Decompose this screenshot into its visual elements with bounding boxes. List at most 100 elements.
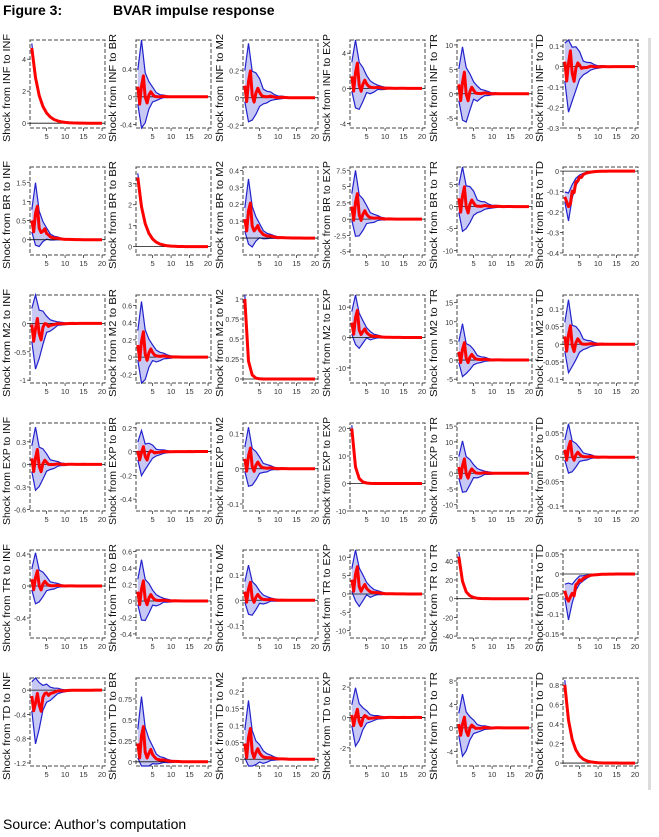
median-response-line <box>243 201 315 240</box>
y-tick-label: -0.3 <box>547 126 559 133</box>
x-tick-label: 5 <box>258 259 262 268</box>
panel-frame <box>349 166 426 256</box>
y-tick-label: -10 <box>336 366 346 373</box>
y-tick-label: -4 <box>447 749 453 756</box>
y-tick-label: 15 <box>445 301 453 308</box>
figure-header: Figure 3: BVAR impulse response <box>0 2 659 20</box>
irf-panel-inf-m2: -0.2 0 0.2 5 10 15 20 Shock from INF to M2 <box>215 34 319 142</box>
median-response-line <box>30 569 102 592</box>
y-tick-label: 0.8 <box>549 683 559 690</box>
panel-ylabel: Shock from INF to M2 <box>215 34 226 142</box>
y-tick-label: 0.5 <box>16 219 26 226</box>
x-tick-label: 5 <box>472 132 476 141</box>
x-tick-label: 15 <box>292 770 300 779</box>
y-tick-label: 1.5 <box>16 180 26 187</box>
y-tick-label: 0 <box>449 471 453 478</box>
y-tick-label: 0 <box>128 245 132 252</box>
y-tick-label: 0 <box>128 760 132 767</box>
y-tick-label: 0 <box>342 482 346 489</box>
y-tick-label: -0.1 <box>227 502 239 509</box>
panel-ylabel: Shock from INF to INF <box>2 34 13 142</box>
y-tick-label: 0 <box>449 92 453 99</box>
x-tick-label: 15 <box>185 515 193 524</box>
panel-frame <box>456 166 533 256</box>
credible-band <box>351 425 422 484</box>
panel-frame <box>135 422 212 512</box>
y-tick-label: 0.2 <box>229 202 239 209</box>
x-tick-label: 20 <box>631 132 639 141</box>
y-tick-label: 0 <box>342 217 346 224</box>
x-tick-label: 20 <box>204 132 212 141</box>
median-response-line <box>350 192 422 222</box>
y-tick-label: 0.2 <box>122 583 132 590</box>
x-tick-label: 5 <box>365 770 369 779</box>
median-response-line <box>350 308 422 339</box>
y-tick-label: 0 <box>235 96 239 103</box>
irf-panel-exp-inf: -0.6 -0.3 0 0.3 5 10 15 20 Shock from EXP to INF <box>2 417 106 525</box>
x-tick-label: 15 <box>185 387 193 396</box>
irf-panel-td-inf: -1.2 -0.8 -0.4 0 5 10 15 20 Shock from TD to INF <box>2 672 106 780</box>
irf-panel-exp-m2: -0.1 0 0.1 5 10 15 20 Shock from EXP to M2 <box>215 417 319 525</box>
upper-bound-line <box>244 294 315 380</box>
x-tick-label: 15 <box>185 132 193 141</box>
irf-panel-inf-br: -0.4 0 0.4 5 10 15 20 Shock from INF to BR <box>108 34 212 142</box>
y-tick-label: 5 <box>449 183 453 190</box>
x-tick-label: 20 <box>525 770 533 779</box>
x-tick-label: 20 <box>418 132 426 141</box>
x-tick-label: 10 <box>167 132 175 141</box>
irf-panel-tr-m2: -0.1 0 0.1 5 10 15 20 Shock from TR to M2 <box>215 544 319 652</box>
y-tick-label: 0 <box>235 598 239 605</box>
x-tick-label: 15 <box>79 259 87 268</box>
y-tick-label: 5 <box>342 185 346 192</box>
y-tick-label: 0 <box>128 599 132 606</box>
irf-panel-inf-td: -0.3 -0.2 -0.1 0 0.1 5 10 15 20 Shock from INF to… <box>535 34 639 142</box>
panel-ylabel: Shock from TD to M2 <box>215 672 226 780</box>
irf-panel-inf-inf: 0 2 4 5 10 15 20 Shock from INF to INF <box>2 34 106 142</box>
credible-band <box>564 299 635 373</box>
y-tick-label: 0 <box>342 592 346 599</box>
upper-bound-line <box>137 173 208 248</box>
y-tick-label: -0.15 <box>543 632 559 639</box>
irf-panel-exp-br: -0.4 -0.2 0 0.2 5 10 15 20 Shock from EXP to BR <box>108 417 212 525</box>
x-tick-label: 5 <box>578 770 582 779</box>
x-tick-label: 5 <box>45 642 49 651</box>
y-tick-label: 0.4 <box>122 321 132 328</box>
panel-ylabel: Shock from BR to M2 <box>215 161 226 269</box>
x-tick-label: 20 <box>525 642 533 651</box>
y-tick-label: 5 <box>342 574 346 581</box>
y-tick-label: 0.75 <box>225 317 239 324</box>
x-tick-label: 5 <box>45 387 49 396</box>
x-tick-label: 10 <box>488 642 496 651</box>
y-tick-label: 0 <box>555 342 559 349</box>
y-tick-label: 10 <box>445 320 453 327</box>
median-response-line <box>350 61 422 93</box>
x-tick-label: 5 <box>472 515 476 524</box>
lower-bound-line <box>564 689 635 764</box>
y-tick-label: 0.1 <box>229 723 239 730</box>
panel-ylabel: Shock from INF to BR <box>108 34 119 142</box>
y-tick-label: 0 <box>555 455 559 462</box>
irf-panel-inf-tr: -5 0 5 10 5 10 15 20 Shock from INF to TR <box>429 34 533 142</box>
panel-ylabel: Shock from EXP to BR <box>108 417 119 525</box>
y-tick-label: 0 <box>342 86 346 93</box>
panel-ylabel: Shock from INF to TR <box>429 34 440 142</box>
panel-ylabel: Shock from EXP to TD <box>535 417 546 525</box>
median-response-line <box>30 317 102 343</box>
median-response-line <box>563 439 635 462</box>
x-tick-label: 20 <box>311 259 319 268</box>
y-tick-label: -2.5 <box>334 233 346 240</box>
x-tick-label: 5 <box>151 387 155 396</box>
panel-frame <box>562 39 639 129</box>
panel-frame <box>29 166 106 256</box>
y-tick-label: 0 <box>22 688 26 695</box>
credible-band <box>351 550 422 607</box>
figure-source: Source: Author’s computation <box>3 816 187 832</box>
x-tick-label: 15 <box>292 387 300 396</box>
credible-band <box>458 694 529 757</box>
y-tick-label: -0.4 <box>547 251 559 258</box>
y-tick-label: 0.5 <box>229 337 239 344</box>
y-tick-label: -2 <box>340 746 346 753</box>
x-tick-label: 20 <box>418 387 426 396</box>
x-tick-label: 10 <box>381 132 389 141</box>
